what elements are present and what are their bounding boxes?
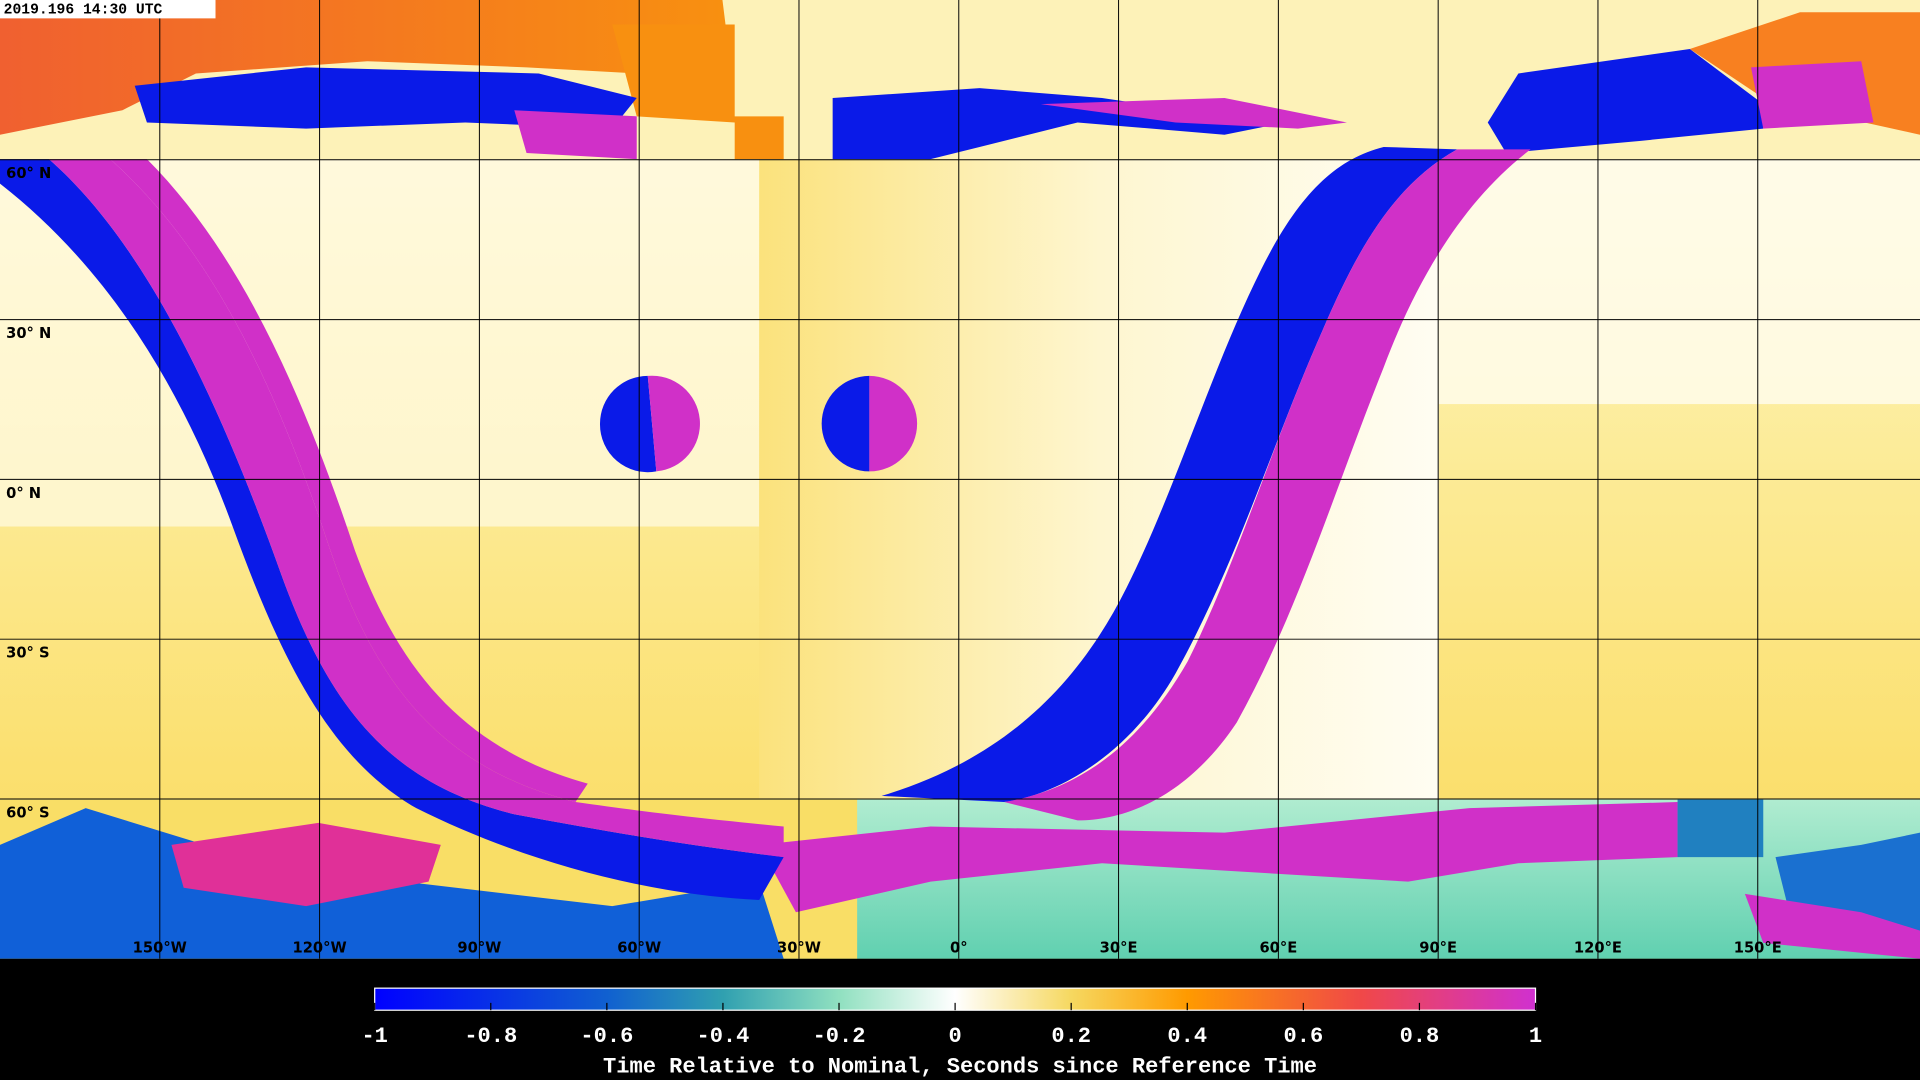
longitude-label: 150°E bbox=[1734, 940, 1782, 957]
region bbox=[1677, 799, 1764, 858]
scan-disk bbox=[821, 375, 870, 472]
colorbar-tick-label: 1 bbox=[1529, 1024, 1542, 1049]
region bbox=[612, 24, 784, 160]
region bbox=[171, 822, 441, 907]
latitude-label: 60° N bbox=[6, 165, 51, 182]
region bbox=[832, 88, 1286, 160]
region bbox=[0, 0, 729, 135]
colorbar-tick-label: -0.2 bbox=[813, 1024, 866, 1049]
scan-disk bbox=[869, 375, 918, 472]
longitude-label: 150°W bbox=[133, 940, 187, 957]
region bbox=[1751, 61, 1874, 129]
longitude-label: 0° bbox=[950, 940, 968, 957]
colorbar-tick-label: -0.6 bbox=[580, 1024, 633, 1049]
legend-panel bbox=[0, 958, 1920, 1080]
latitude-label: 0° N bbox=[6, 485, 41, 502]
colorbar-tick-label: -0.8 bbox=[464, 1024, 517, 1049]
colorbar-tick-label: -1 bbox=[361, 1024, 387, 1049]
longitude-label: 120°E bbox=[1574, 940, 1622, 957]
colorbar-tick-label: 0 bbox=[948, 1024, 961, 1049]
longitude-label: 120°W bbox=[292, 940, 346, 957]
longitude-label: 30°W bbox=[777, 940, 821, 957]
colorbar-tick-label: 0.4 bbox=[1167, 1024, 1207, 1049]
region bbox=[1744, 893, 1920, 959]
longitude-label: 60°E bbox=[1259, 940, 1297, 957]
colorbar-tick-label: 0.2 bbox=[1051, 1024, 1091, 1049]
region bbox=[1487, 48, 1764, 154]
scan-band bbox=[881, 146, 1458, 803]
region bbox=[514, 110, 637, 160]
latitude-label: 30° S bbox=[6, 645, 49, 662]
scan-disk bbox=[647, 375, 700, 472]
latitude-label: 60° S bbox=[6, 804, 49, 821]
timestamp-box bbox=[0, 0, 216, 19]
longitude-label: 90°W bbox=[457, 940, 501, 957]
latitude-label: 30° N bbox=[6, 325, 51, 342]
region bbox=[1438, 159, 1920, 405]
colorbar-label: Time Relative to Nominal, Seconds since … bbox=[603, 1055, 1317, 1080]
scan-band bbox=[1004, 149, 1531, 821]
longitude-label: 60°W bbox=[617, 940, 661, 957]
longitude-label: 90°E bbox=[1419, 940, 1457, 957]
scan-band bbox=[0, 159, 784, 901]
region bbox=[759, 802, 1678, 913]
timestamp: 2019.196 14:30 UTC bbox=[4, 2, 163, 18]
region bbox=[1040, 97, 1347, 129]
scan-disk bbox=[599, 375, 657, 473]
graticule: 60° N 30° N 0° N 30° S 60° S 150°W 120°W 90°W 60… bbox=[6, 165, 1782, 957]
colorbar-tick-label: 0.6 bbox=[1284, 1024, 1324, 1049]
scan-band bbox=[48, 159, 784, 858]
colorbar-tick-label: -0.4 bbox=[696, 1024, 749, 1049]
longitude-label: 30°E bbox=[1100, 940, 1138, 957]
region bbox=[134, 67, 637, 129]
colorbar-tick-label: 0.8 bbox=[1400, 1024, 1440, 1049]
